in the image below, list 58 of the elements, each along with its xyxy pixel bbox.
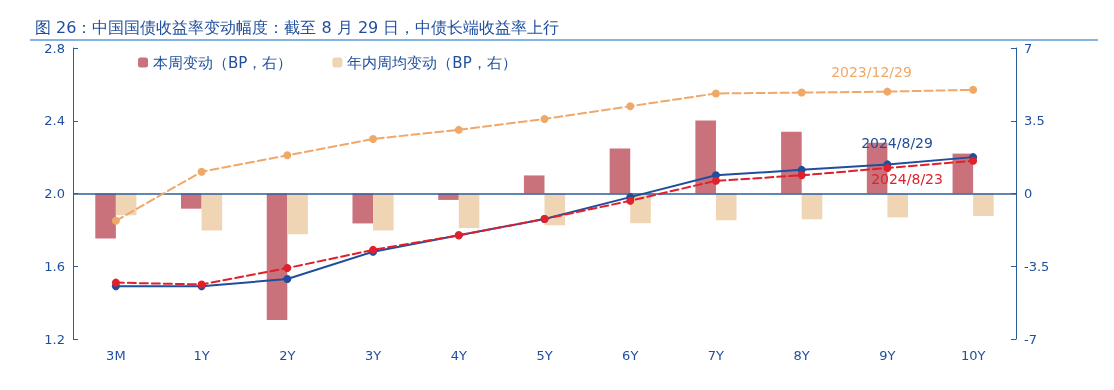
y2-tick-label: -7 [1024, 331, 1037, 347]
bar [523, 175, 545, 194]
y-tick-label: 2.0 [44, 186, 65, 201]
y2-tick-label: 3.5 [1024, 113, 1045, 129]
point [283, 274, 292, 283]
bar [352, 193, 374, 224]
x-tick-label: 3M [106, 348, 126, 363]
bar [609, 148, 631, 194]
point [540, 114, 549, 123]
series-label: 2024/8/29 [861, 135, 933, 152]
bar [95, 193, 116, 239]
bar [201, 193, 223, 231]
legend-label: 年内周均变动（BP，右） [347, 53, 517, 72]
series-label: 2023/12/29 [831, 63, 912, 80]
x-tick-label: 10Y [960, 348, 986, 363]
x-tick-label: 3Y [364, 348, 382, 363]
x-tick-label: 5Y [536, 348, 553, 363]
point [883, 164, 892, 173]
point [626, 102, 635, 111]
bar [458, 193, 480, 228]
point [197, 167, 206, 176]
point [711, 89, 720, 98]
x-tick-label: 1Y [193, 348, 210, 363]
bar [801, 193, 823, 220]
x-tick-label: 2Y [279, 348, 296, 363]
point [883, 87, 892, 96]
y-tick-label: 2.8 [44, 40, 65, 56]
bar [781, 131, 802, 194]
y-tick-label: 1.2 [44, 331, 65, 347]
point [283, 264, 292, 273]
point [369, 134, 378, 143]
bar [715, 193, 737, 221]
x-tick-label: 4Y [450, 348, 467, 363]
x-tick-label: 6Y [622, 348, 639, 363]
y-tick-label: 1.6 [44, 258, 65, 274]
bar [887, 193, 908, 218]
y2-tick-label: 0 [1024, 186, 1033, 201]
bar [287, 193, 308, 235]
point [797, 88, 806, 97]
point [969, 85, 978, 94]
legend-label: 本周变动（BP，右） [153, 53, 293, 72]
point [111, 278, 120, 287]
y-tick-label: 2.4 [44, 113, 65, 129]
bar [373, 193, 394, 231]
point [711, 176, 720, 185]
bar [973, 193, 994, 216]
point [454, 125, 463, 134]
x-tick-label: 9Y [879, 348, 896, 363]
chart-title: 图 26：中国国债收益率变动幅度：截至 8 月 29 日，中债长端收益率上行 [35, 17, 560, 37]
y2-tick-label: 7 [1024, 40, 1033, 56]
x-tick-label: 7Y [707, 348, 725, 363]
point [283, 151, 292, 160]
bar [695, 120, 716, 194]
bar [266, 193, 288, 320]
point [797, 171, 806, 180]
point [111, 216, 120, 225]
x-tick-label: 8Y [793, 348, 810, 363]
y2-tick-label: -3.5 [1024, 258, 1050, 274]
